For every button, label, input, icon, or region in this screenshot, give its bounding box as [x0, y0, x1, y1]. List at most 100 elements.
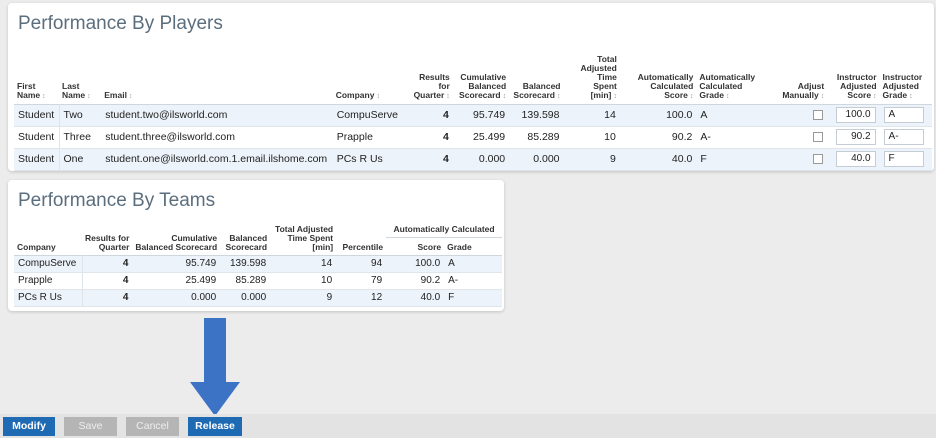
instructor-grade-cell: A- — [880, 126, 932, 148]
company-cell: Prapple — [14, 272, 83, 289]
instructor-grade-input[interactable]: F — [883, 151, 924, 167]
grade-cell: F — [700, 153, 707, 165]
col-auto-calc-grade[interactable]: Automatically Calculated Grade ↕ — [699, 71, 756, 100]
grade-cell: A — [700, 109, 708, 121]
col-group-auto-calculated: Automatically Calculated — [386, 217, 502, 238]
instructor-score-input[interactable]: 100.0 — [835, 107, 876, 123]
score-cell: 100.0 — [666, 109, 693, 121]
col-first-name[interactable]: First Name ↕ — [17, 80, 46, 100]
adjust-manually-cell — [769, 104, 827, 126]
sort-icon: ↕ — [909, 92, 913, 100]
instructor-grade-cell: F — [880, 148, 932, 170]
grade-cell: A- — [448, 275, 459, 286]
adjust-manually-cell — [769, 148, 827, 170]
balanced-cell: 139.598 — [521, 109, 560, 121]
cumulative-cell: 95.749 — [185, 258, 217, 269]
table-row: Student Two student.two@ilsworld.com Com… — [14, 104, 932, 126]
col-cumulative-balanced-scorecard: Cumulative Balanced Scorecard — [135, 232, 218, 252]
adjust-manually-checkbox[interactable] — [813, 154, 824, 165]
col-company[interactable]: Company ↕ — [335, 89, 380, 100]
cumulative-cell: 25.499 — [473, 131, 506, 143]
down-arrow-icon — [190, 318, 240, 416]
sort-icon: ↕ — [376, 92, 380, 100]
sort-icon: ↕ — [557, 92, 561, 100]
col-instructor-adjusted-score[interactable]: Instructor Adjusted Score ↕ — [836, 71, 877, 100]
col-instructor-adjusted-grade[interactable]: Instructor Adjusted Grade ↕ — [882, 71, 923, 100]
cumulative-cell: 0.000 — [191, 292, 217, 303]
col-last-name[interactable]: Last Name ↕ — [62, 80, 91, 100]
teams-title: Performance By Teams — [18, 190, 216, 211]
company-cell: CompuServe — [14, 255, 83, 272]
instructor-grade-input[interactable]: A- — [883, 129, 924, 145]
col-percentile: Percentile — [342, 241, 384, 252]
percentile-cell: 12 — [371, 292, 383, 303]
balanced-cell: 85.289 — [235, 275, 267, 286]
table-row: Prapple 4 25.499 85.289 10 79 90.2 A- — [14, 272, 502, 289]
grade-cell: F — [448, 292, 455, 303]
results-cell: 4 — [122, 275, 129, 286]
time-cell: 9 — [326, 292, 333, 303]
release-button[interactable]: Release — [188, 417, 242, 436]
last-name-cell: Two — [63, 109, 83, 121]
col-adjust-manually[interactable]: Adjust Manually ↕ — [782, 80, 825, 100]
grade-cell: A — [448, 258, 455, 269]
score-cell: 90.2 — [420, 275, 441, 286]
instructor-score-cell: 90.2 — [827, 126, 879, 148]
teams-header-row: Company Results for Quarter Cumulative Bal… — [14, 217, 502, 251]
email-cell: student.three@ilsworld.com — [105, 131, 235, 143]
results-cell: 4 — [442, 153, 449, 165]
cancel-button[interactable]: Cancel — [126, 417, 179, 436]
instructor-score-input[interactable]: 40.0 — [835, 151, 876, 167]
company-cell: PCs R Us — [14, 289, 83, 306]
instructor-score-cell: 100.0 — [827, 104, 879, 126]
time-cell: 10 — [604, 131, 616, 143]
col-results-for-quarter[interactable]: Results for Quarter ↕ — [413, 71, 450, 100]
col-auto-calc-score[interactable]: Automatically Calculated Score ↕ — [637, 71, 694, 100]
last-name-cell: Three — [63, 131, 91, 143]
grade-cell: A- — [700, 131, 711, 143]
cumulative-cell: 95.749 — [473, 109, 506, 121]
sort-icon: ↕ — [873, 92, 877, 100]
score-cell: 100.0 — [415, 258, 441, 269]
sort-icon: ↕ — [820, 92, 825, 100]
instructor-score-input[interactable]: 90.2 — [835, 129, 876, 145]
col-cumulative-balanced-scorecard[interactable]: Cumulative Balanced Scorecard ↕ — [459, 71, 507, 100]
instructor-grade-input[interactable]: A — [883, 107, 924, 123]
table-row: Student One student.one@ilsworld.com.1.e… — [14, 148, 932, 170]
sort-icon: ↕ — [613, 92, 617, 100]
modify-button[interactable]: Modify — [3, 417, 55, 436]
cumulative-cell: 25.499 — [185, 275, 217, 286]
company-cell: Prapple — [336, 131, 373, 143]
email-cell: student.two@ilsworld.com — [105, 109, 228, 121]
col-grade: Grade — [447, 241, 472, 252]
col-balanced-scorecard[interactable]: Balanced Scorecard ↕ — [513, 80, 561, 100]
score-cell: 40.0 — [671, 153, 693, 165]
balanced-cell: 0.000 — [533, 153, 560, 165]
teams-table: Company Results for Quarter Cumulative Bal… — [14, 217, 502, 307]
results-cell: 4 — [442, 131, 449, 143]
players-panel: Performance By Players First Name ↕ Last Na… — [8, 3, 934, 171]
col-company: Company — [17, 241, 56, 252]
instructor-grade-cell: A — [880, 104, 932, 126]
adjust-manually-checkbox[interactable] — [813, 132, 824, 143]
col-balanced-scorecard: Balanced Scorecard — [225, 232, 268, 252]
players-header-row: First Name ↕ Last Name ↕ Email ↕ Company ↕ Res… — [14, 43, 932, 104]
col-total-adjusted-time-spent[interactable]: Total Adjusted Time Spent [min] ↕ — [580, 53, 617, 100]
sort-icon: ↕ — [42, 92, 46, 100]
company-cell: CompuServe — [336, 109, 398, 121]
col-total-adjusted-time-spent: Total Adjusted Time Spent [min] — [275, 223, 334, 252]
results-cell: 4 — [442, 109, 449, 121]
time-cell: 14 — [604, 109, 616, 121]
first-name-cell: Student — [14, 148, 60, 170]
sort-icon: ↕ — [446, 92, 450, 100]
time-cell: 10 — [321, 275, 333, 286]
first-name-cell: Student — [14, 126, 60, 148]
save-button[interactable]: Save — [64, 417, 117, 436]
instructor-score-cell: 40.0 — [827, 148, 879, 170]
sort-icon: ↕ — [502, 92, 507, 100]
teams-panel: Performance By Teams Company Results for… — [8, 180, 504, 311]
adjust-manually-checkbox[interactable] — [813, 110, 824, 121]
col-email[interactable]: Email ↕ — [104, 89, 133, 100]
table-row: PCs R Us 4 0.000 0.000 9 12 40.0 F — [14, 289, 502, 306]
percentile-cell: 94 — [371, 258, 383, 269]
